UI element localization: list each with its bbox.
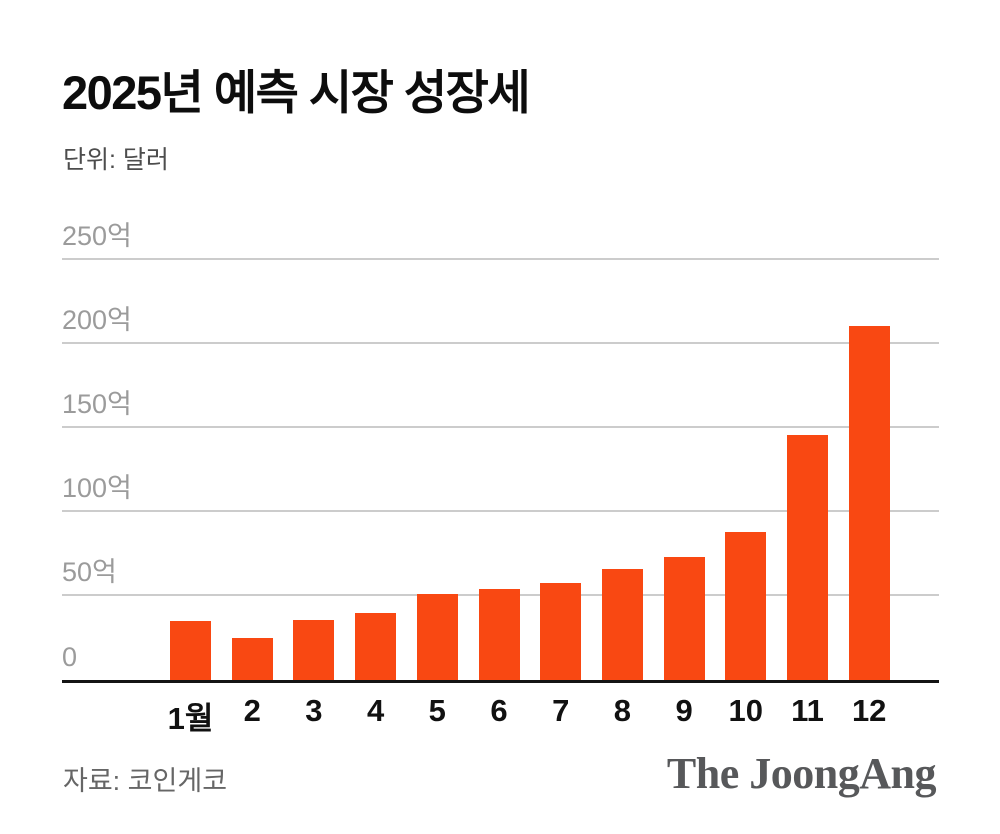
bar-month-8 bbox=[601, 569, 643, 680]
bar-month-2 bbox=[231, 638, 273, 680]
bar-month-3 bbox=[293, 619, 335, 680]
bar-month-12 bbox=[848, 325, 890, 680]
gridline-150억 bbox=[62, 426, 939, 428]
bar-month-10 bbox=[725, 532, 767, 680]
x-tick-5: 5 bbox=[428, 693, 446, 728]
chart-title: 2025년 예측 시장 성장세 bbox=[62, 66, 531, 119]
bar-month-6 bbox=[478, 589, 520, 680]
x-tick-12: 12 bbox=[851, 693, 887, 728]
bar-month-11 bbox=[787, 434, 828, 680]
y-tick-250억: 250억 bbox=[62, 221, 132, 251]
y-tick-200억: 200억 bbox=[62, 305, 132, 335]
y-tick-0: 0 bbox=[62, 642, 78, 672]
x-tick-7: 7 bbox=[552, 693, 570, 728]
gridline-200억 bbox=[62, 342, 939, 344]
x-axis-tick-labels: 1월 2 3 4 5 6 7 8 9 10 11 12 bbox=[62, 693, 939, 736]
x-tick-8: 8 bbox=[613, 693, 632, 728]
gridline-100억 bbox=[62, 510, 939, 512]
y-tick-50억: 50억 bbox=[62, 557, 117, 587]
x-tick-4: 4 bbox=[366, 693, 385, 728]
bar-month-9 bbox=[663, 557, 705, 680]
x-tick-3: 3 bbox=[305, 693, 323, 728]
y-tick-150억: 150억 bbox=[62, 389, 132, 419]
bar-month-7 bbox=[540, 582, 582, 680]
x-tick-9: 9 bbox=[675, 693, 693, 728]
source-credit: 자료: 코인게코 bbox=[63, 766, 228, 796]
joongang-logo: The JoongAng bbox=[666, 749, 937, 798]
bar-month-4 bbox=[355, 612, 397, 680]
x-tick-1월: 1월 bbox=[167, 701, 214, 736]
x-tick-2: 2 bbox=[243, 693, 261, 728]
unit-label: 단위: 달러 bbox=[63, 146, 169, 174]
x-tick-6: 6 bbox=[490, 693, 508, 728]
gridline-250억 bbox=[62, 258, 939, 260]
x-tick-10: 10 bbox=[728, 693, 764, 728]
bar-month-5 bbox=[416, 594, 458, 680]
x-tick-11: 11 bbox=[791, 693, 824, 728]
bar-month-1월 bbox=[170, 621, 211, 680]
bar-chart-plot: 0 50억 100억 150억 200억 250억 bbox=[62, 221, 939, 683]
y-tick-100억: 100억 bbox=[62, 473, 132, 503]
